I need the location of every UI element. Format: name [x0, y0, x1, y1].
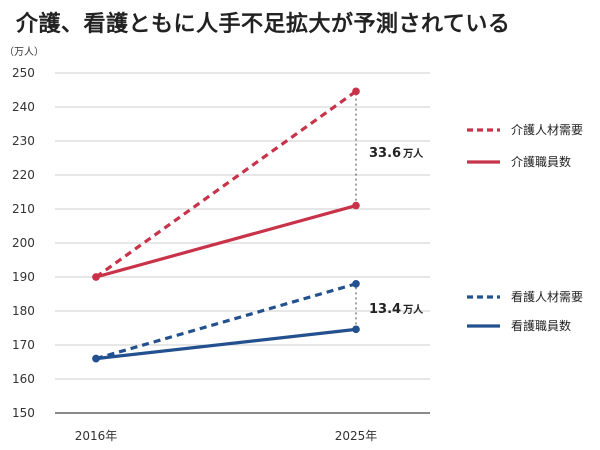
data-point-介護職員数 [92, 273, 100, 281]
legend-label: 介護人材需要 [511, 122, 583, 137]
y-tick-label: 170 [12, 338, 35, 352]
y-tick-label: 230 [12, 134, 35, 148]
series-line-介護職員数 [95, 204, 357, 279]
legend-label: 看護職員数 [511, 318, 571, 333]
y-tick-label: 150 [12, 406, 35, 420]
y-tick-label: 190 [12, 270, 35, 284]
legend-label: 看護人材需要 [511, 289, 583, 304]
difference-label: 13.4 万人 [369, 302, 424, 317]
y-tick-label: 200 [12, 236, 35, 250]
data-point-看護職員数 [352, 325, 360, 334]
data-point-看護人材需要 [352, 280, 360, 288]
series-line-介護人材需要 [95, 90, 357, 279]
legend-label: 介護職員数 [511, 154, 571, 169]
chart-title: 介護、看護ともに人手不足拡大が予測されている [16, 12, 511, 37]
difference-label: 33.6 万人 [369, 146, 424, 161]
y-unit-label: （万人） [4, 46, 44, 58]
y-tick-label: 160 [12, 372, 35, 386]
y-tick-label: 250 [12, 66, 35, 80]
y-tick-label: 240 [12, 100, 35, 114]
y-tick-label: 220 [12, 168, 35, 182]
series-line-看護人材需要 [95, 282, 357, 361]
data-point-介護職員数 [352, 201, 360, 210]
y-tick-label: 210 [12, 202, 35, 216]
series-line-看護職員数 [95, 327, 357, 361]
data-point-介護人材需要 [352, 87, 360, 96]
x-tick-label: 2025年 [335, 429, 378, 443]
x-tick-label: 2016年 [75, 429, 118, 443]
data-point-看護職員数 [92, 354, 100, 363]
y-tick-label: 180 [12, 304, 35, 318]
